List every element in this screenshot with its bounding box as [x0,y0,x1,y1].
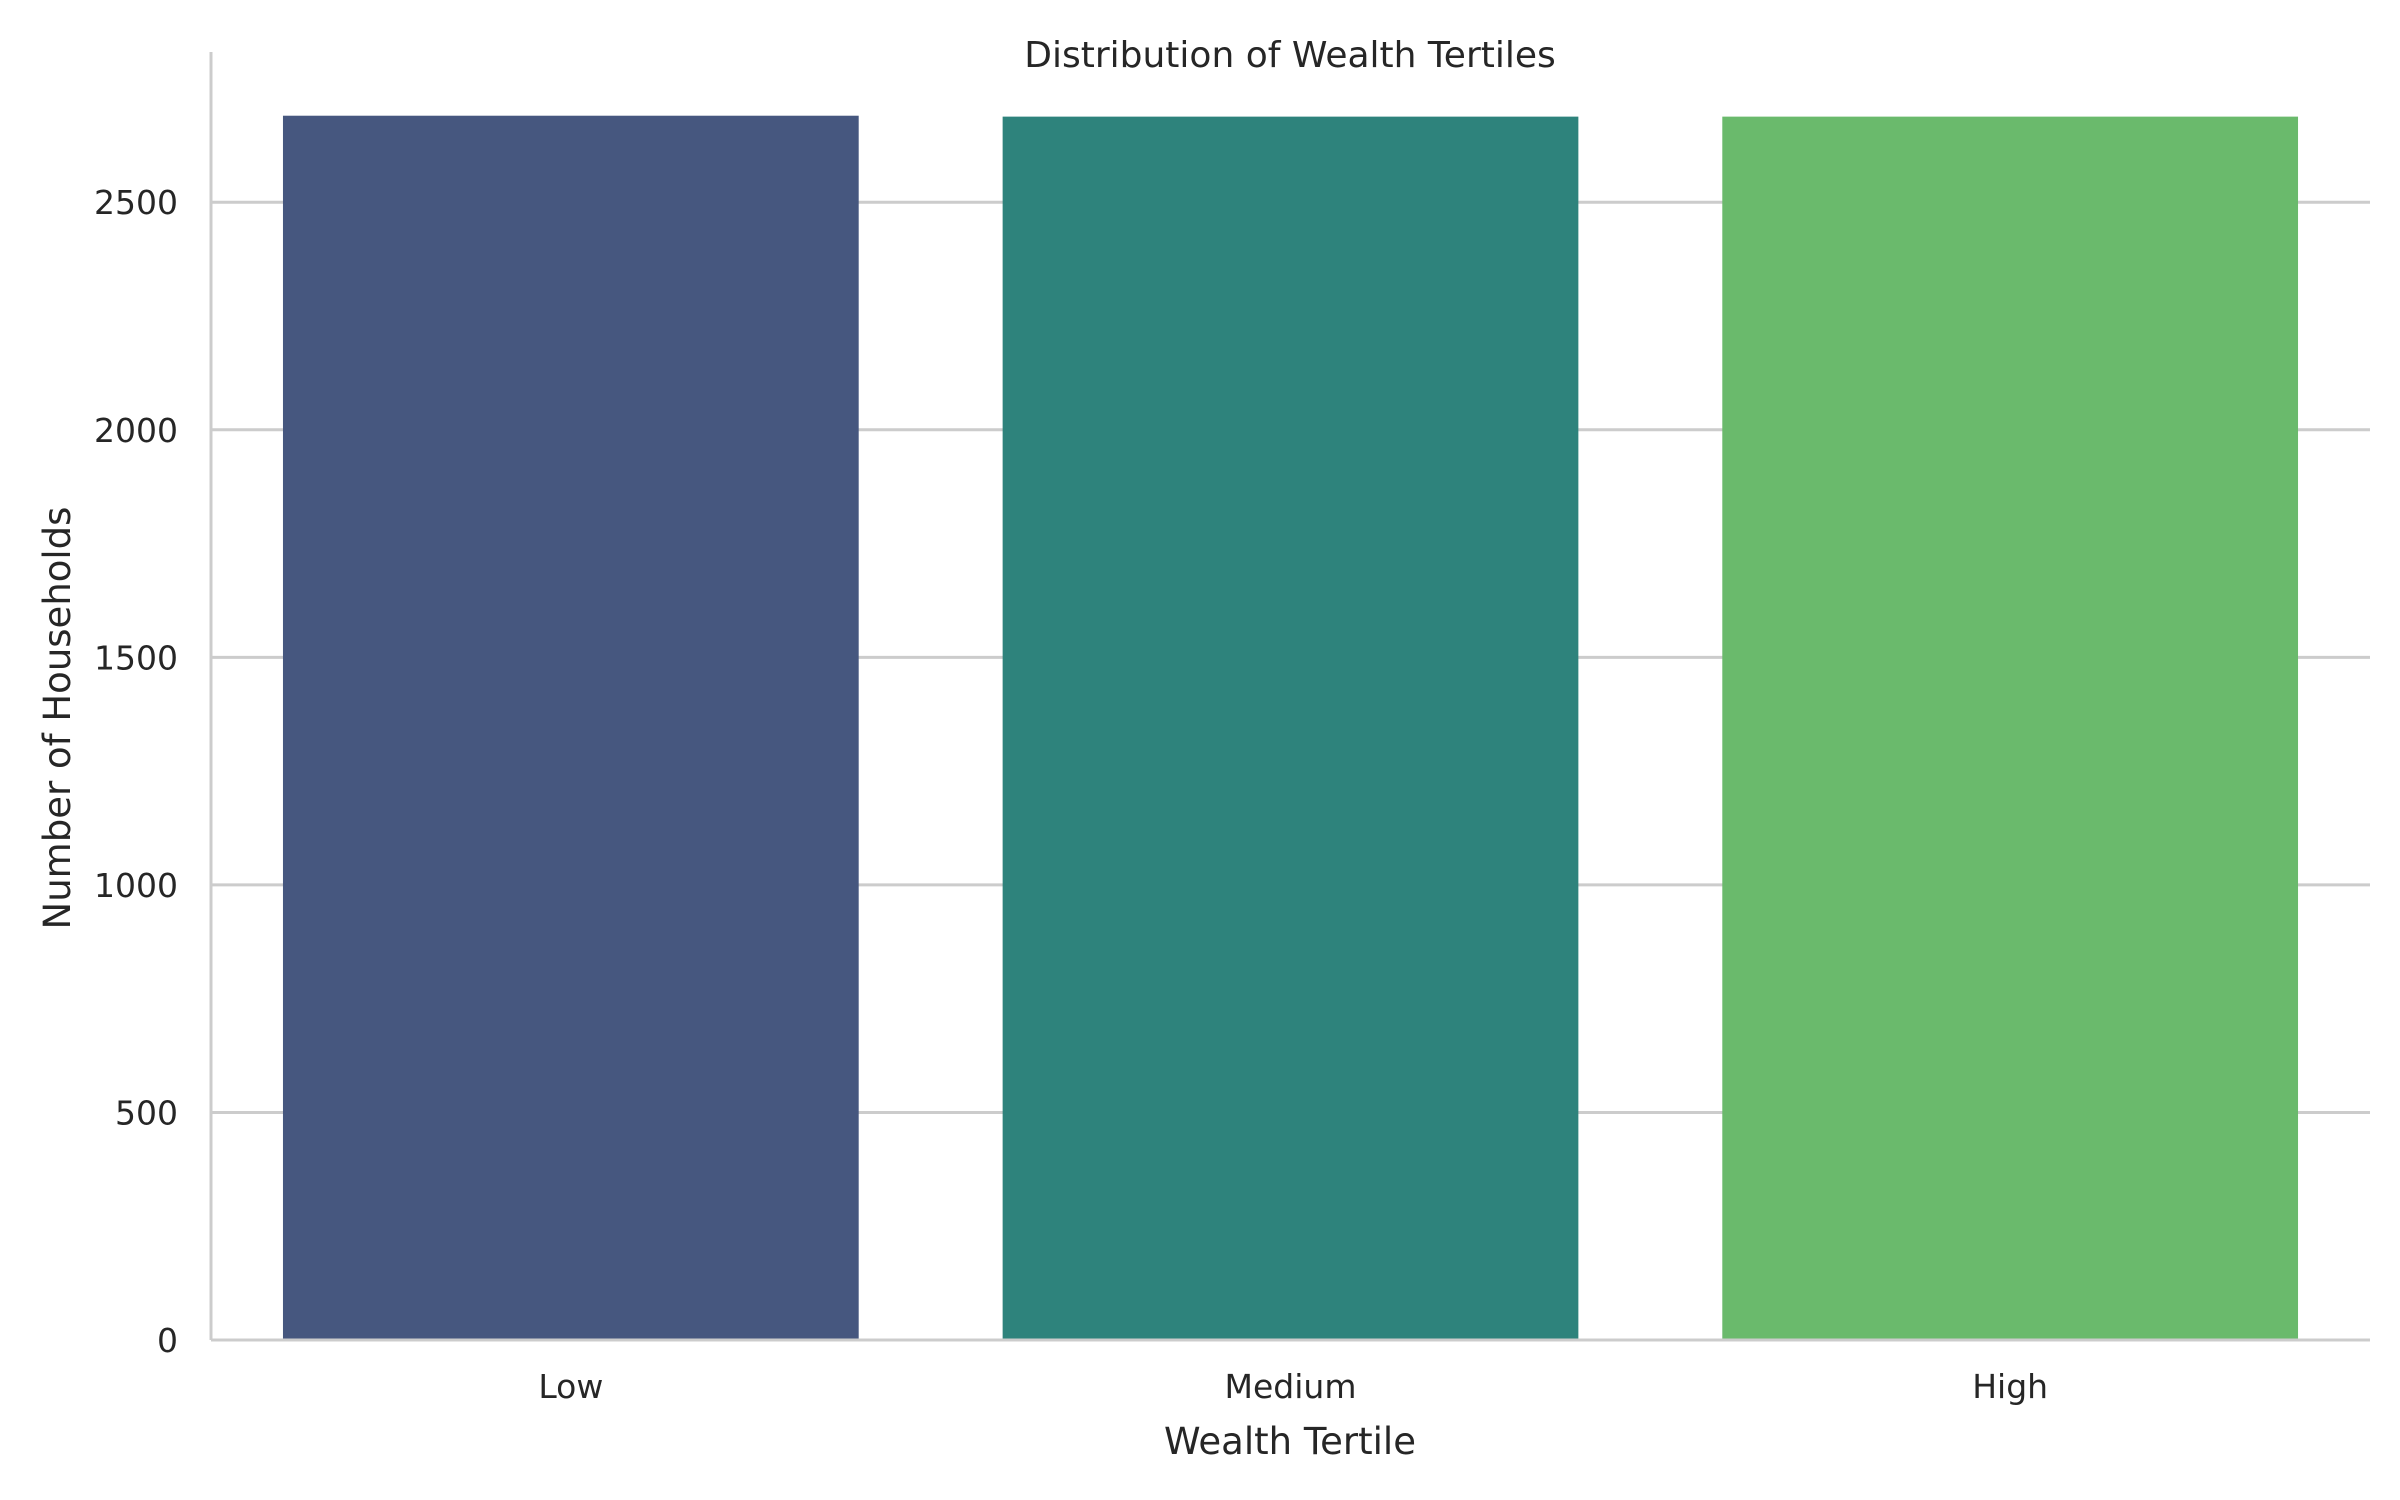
x-tick-label-high: High [1972,1367,2048,1406]
bars [282,115,2299,1341]
y-tick-label: 1500 [94,638,178,677]
y-tick-label: 500 [115,1093,178,1132]
bar-medium [1002,116,1579,1340]
bar-high [1722,116,2299,1340]
y-tick-label: 2500 [94,183,178,222]
x-tick-labels: Low Medium High [538,1367,2048,1406]
y-tick-labels: 0 500 1000 1500 2000 2500 [94,183,178,1360]
y-tick-label: 1000 [94,866,178,905]
x-tick-label-low: Low [538,1367,603,1406]
y-axis-label: Number of Households [36,507,79,930]
y-tick-label: 2000 [94,411,178,450]
axes-spines [209,52,2370,1342]
y-tick-label: 0 [157,1321,178,1360]
bar-low [282,115,859,1341]
x-tick-label-medium: Medium [1225,1367,1357,1406]
x-axis-label: Wealth Tertile [1164,1420,1416,1463]
chart-title: Distribution of Wealth Tertiles [1024,35,1556,76]
